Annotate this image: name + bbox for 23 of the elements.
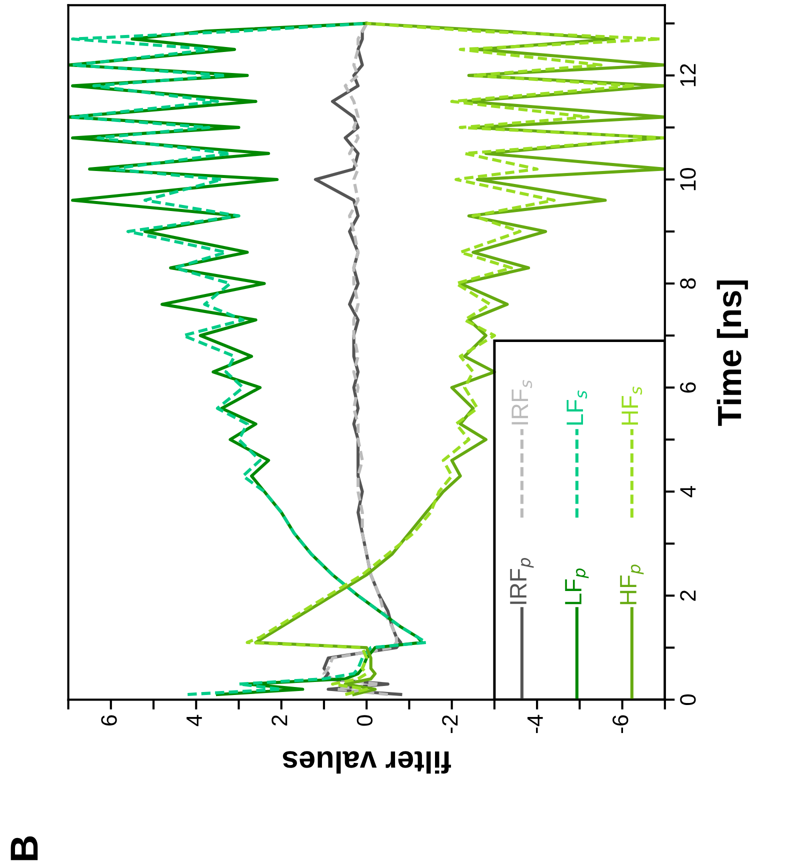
text: HF$_{p}$ xyxy=(620,564,644,604)
x-tick-label: 6 xyxy=(101,715,117,726)
x-tick-label: 2 xyxy=(272,715,288,726)
x-axis-title: filter values xyxy=(282,751,451,774)
y-axis-title: Time [ns] xyxy=(716,280,748,426)
text: B xyxy=(10,836,38,860)
y-tick-label: 0 xyxy=(680,694,696,705)
text: LF$_{p}$ xyxy=(565,568,589,604)
x-tick-label: -6 xyxy=(612,715,628,734)
y-tick-label: 8 xyxy=(680,278,696,289)
x-tick-label: 4 xyxy=(186,714,202,726)
y-tick-label: 6 xyxy=(680,382,696,393)
x-tick-label: -2 xyxy=(442,715,458,734)
text: LF$_{s}$ xyxy=(566,390,588,425)
text: IRF$_{s}$ xyxy=(512,380,532,424)
text: HF$_{s}$ xyxy=(622,386,642,425)
x-tick-label: 0 xyxy=(356,715,373,726)
y-tick-label: 12 xyxy=(680,64,696,86)
text: IRF$_{p}$ xyxy=(510,558,534,604)
x-tick-label: -4 xyxy=(528,714,543,734)
y-tick-label: 4 xyxy=(680,486,696,498)
y-tick-label: 10 xyxy=(680,168,696,190)
y-tick-label: 2 xyxy=(680,590,696,601)
